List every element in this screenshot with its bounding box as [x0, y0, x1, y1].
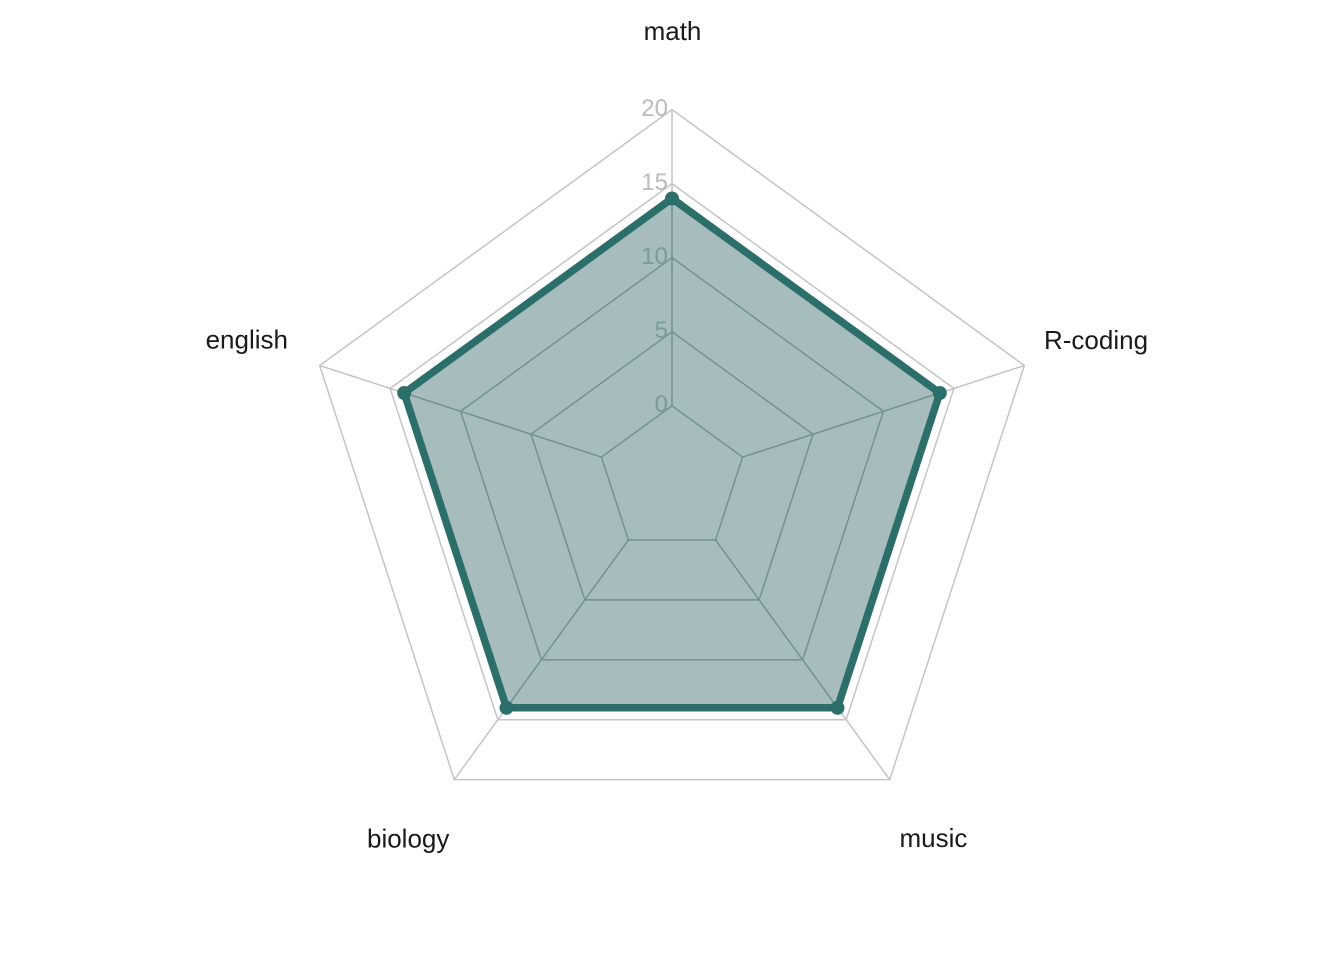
svg-text:biology: biology: [367, 824, 449, 854]
svg-text:20: 20: [641, 95, 668, 122]
svg-text:R-coding: R-coding: [1044, 325, 1148, 355]
svg-text:5: 5: [655, 317, 668, 344]
svg-text:english: english: [206, 325, 288, 355]
svg-text:15: 15: [641, 169, 668, 196]
svg-text:math: math: [644, 16, 702, 46]
svg-text:10: 10: [641, 243, 668, 270]
svg-text:0: 0: [655, 391, 668, 418]
svg-text:music: music: [900, 823, 968, 853]
